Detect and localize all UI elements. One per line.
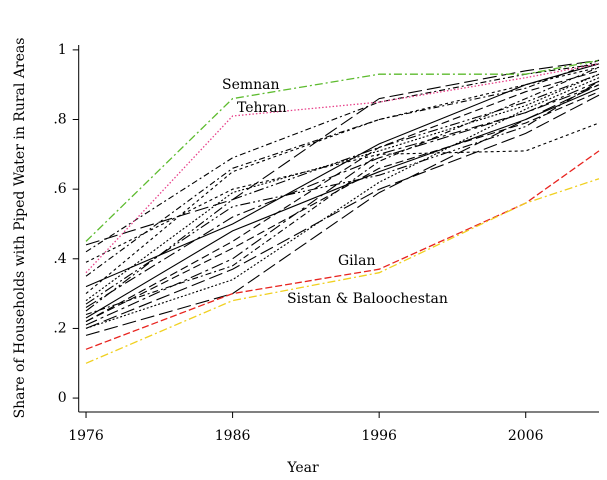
y-axis-title: Share of Households with Piped Water in … [12,38,28,419]
series-line [85,66,600,316]
series-line [85,94,600,329]
series-line [85,59,600,246]
series-line [85,63,600,274]
series-line [85,73,600,312]
series-line [85,178,600,364]
series-line [85,63,600,253]
series-label: Gilan [338,253,376,269]
series-line [85,122,600,263]
series-label: Tehran [237,100,287,116]
y-tick-label: .6 [53,181,66,197]
series-line [85,59,600,277]
y-tick-label: .2 [53,320,66,336]
x-tick-label: 1986 [215,428,251,444]
series-line [85,70,600,322]
series-line [85,84,600,336]
x-tick-label: 1996 [361,428,397,444]
series-line [85,59,600,242]
x-tick-label: 2006 [508,428,544,444]
series-line [85,91,600,322]
x-axis-title: Year [286,460,319,476]
series-line [85,87,600,319]
y-tick-label: 1 [58,42,67,58]
series-line [85,63,600,288]
y-tick-label: 0 [58,390,67,406]
y-tick-label: .4 [53,251,66,267]
series-line [85,80,600,305]
x-tick-label: 1976 [68,428,104,444]
series-line [85,150,600,350]
series-line [85,80,600,308]
series-line [85,73,600,302]
series-label: Sistan & Baloochestan [287,291,448,307]
series-line [85,66,600,295]
y-tick-label: .8 [53,112,66,128]
series-line [85,77,600,329]
series-label: Semnan [222,77,280,93]
